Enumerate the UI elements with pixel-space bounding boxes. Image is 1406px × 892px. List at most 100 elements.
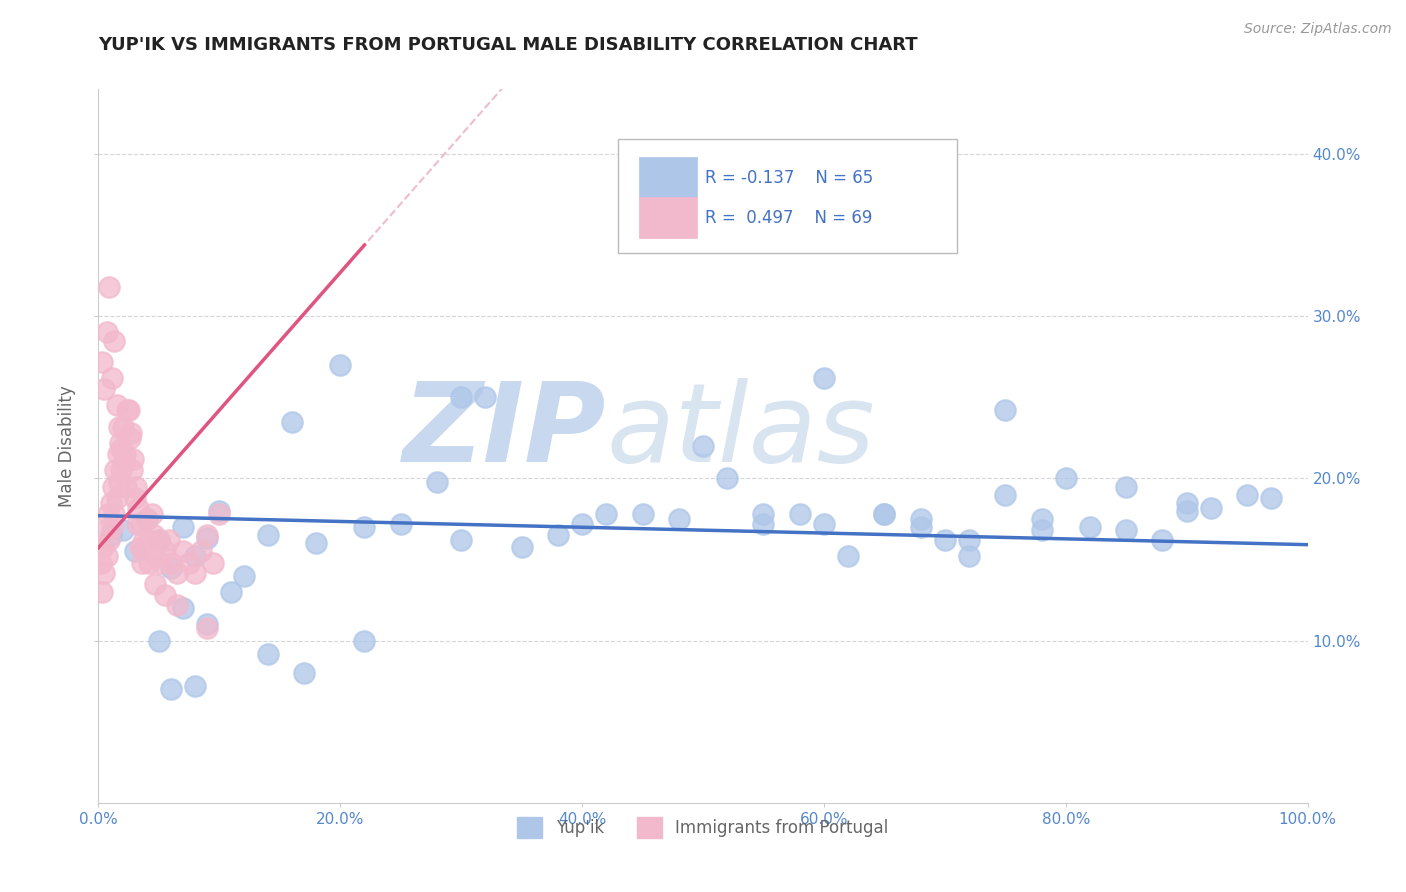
Point	[716, 471, 738, 485]
Point	[292, 666, 315, 681]
Point	[100, 528, 122, 542]
Text: Source: ZipAtlas.com: Source: ZipAtlas.com	[1244, 22, 1392, 37]
Point	[160, 682, 183, 697]
Point	[450, 390, 472, 404]
Point	[101, 479, 124, 493]
Point	[873, 507, 896, 521]
Point	[112, 455, 135, 469]
Point	[93, 382, 115, 396]
Point	[98, 533, 121, 547]
Point	[128, 540, 150, 554]
Point	[98, 280, 121, 294]
Point	[145, 549, 167, 564]
Point	[692, 439, 714, 453]
Point	[107, 447, 129, 461]
Point	[631, 507, 654, 521]
Point	[450, 533, 472, 547]
Point	[132, 540, 155, 554]
Point	[474, 390, 496, 404]
Point	[143, 577, 166, 591]
Point	[190, 544, 212, 558]
FancyBboxPatch shape	[638, 157, 697, 198]
Point	[91, 540, 114, 554]
Point	[329, 358, 352, 372]
Point	[595, 507, 617, 521]
Point	[150, 556, 173, 570]
Point	[172, 544, 194, 558]
Point	[108, 435, 131, 450]
Point	[127, 516, 149, 531]
Point	[1260, 491, 1282, 505]
Point	[1031, 524, 1053, 538]
Point	[957, 549, 980, 564]
Point	[100, 371, 122, 385]
Text: atlas: atlas	[606, 378, 875, 485]
Point	[90, 556, 112, 570]
Point	[143, 528, 166, 542]
Point	[184, 679, 207, 693]
Point	[135, 512, 157, 526]
Point	[752, 516, 775, 531]
Point	[510, 540, 533, 554]
Point	[108, 475, 131, 489]
Point	[172, 520, 194, 534]
Point	[134, 533, 156, 547]
Point	[1175, 504, 1198, 518]
Point	[94, 524, 117, 538]
Point	[118, 431, 141, 445]
Point	[789, 507, 811, 521]
Text: ZIP: ZIP	[402, 378, 606, 485]
Point	[547, 528, 569, 542]
Point	[131, 556, 153, 570]
Point	[108, 419, 131, 434]
Point	[153, 544, 176, 558]
Point	[111, 524, 134, 538]
Point	[305, 536, 328, 550]
Point	[103, 334, 125, 348]
Point	[121, 463, 143, 477]
Point	[103, 507, 125, 521]
Point	[100, 520, 122, 534]
Point	[1152, 533, 1174, 547]
Point	[221, 585, 243, 599]
Point	[426, 475, 449, 489]
Point	[184, 549, 207, 564]
Point	[129, 516, 152, 531]
Point	[1031, 512, 1053, 526]
Point	[202, 556, 225, 570]
Point	[256, 528, 278, 542]
Point	[1078, 520, 1101, 534]
Point	[96, 549, 118, 564]
Point	[195, 617, 218, 632]
Point	[105, 399, 128, 413]
FancyBboxPatch shape	[638, 197, 697, 238]
Point	[389, 516, 412, 531]
Point	[138, 556, 160, 570]
Point	[120, 425, 142, 440]
Point	[160, 556, 183, 570]
Point	[148, 533, 170, 547]
Point	[97, 507, 120, 521]
Point	[1199, 500, 1222, 515]
Point	[353, 633, 375, 648]
Point	[115, 479, 138, 493]
Point	[1236, 488, 1258, 502]
Point	[100, 496, 122, 510]
Point	[910, 512, 932, 526]
Point	[934, 533, 956, 547]
Point	[195, 621, 218, 635]
Point	[135, 512, 157, 526]
Point	[813, 516, 835, 531]
Point	[166, 566, 188, 580]
Point	[114, 447, 136, 461]
Point	[118, 403, 141, 417]
Text: R =  0.497    N = 69: R = 0.497 N = 69	[706, 209, 873, 227]
Point	[1115, 479, 1137, 493]
Point	[232, 568, 254, 582]
Point	[125, 479, 148, 493]
Point	[873, 507, 896, 521]
Point	[1115, 524, 1137, 538]
Point	[122, 452, 145, 467]
Point	[195, 528, 218, 542]
Point	[571, 516, 593, 531]
